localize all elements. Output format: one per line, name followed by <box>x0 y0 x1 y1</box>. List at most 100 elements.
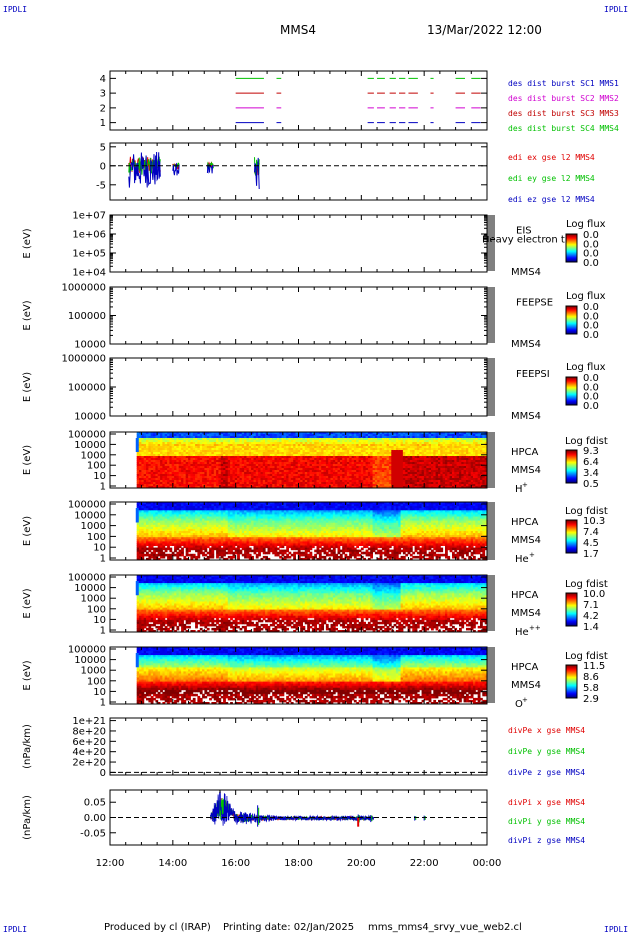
spectrogram-cell <box>199 482 203 485</box>
colorbar-cell <box>566 384 577 386</box>
spectrogram-cell <box>202 454 205 457</box>
spectrogram-cell <box>199 464 203 467</box>
spectrogram-cell <box>146 436 149 439</box>
spectrogram-cell <box>188 474 191 477</box>
spectrogram-cell <box>209 454 212 457</box>
spectrogram-cell <box>146 454 149 457</box>
colorbar-cell <box>566 329 577 331</box>
spectrogram-cell <box>150 458 154 461</box>
spectrogram-cell <box>160 432 163 435</box>
spectrogram-cell <box>153 438 156 441</box>
colorbar-cell <box>566 311 577 314</box>
spectrogram-cell <box>164 434 168 437</box>
spectrogram-cell <box>155 472 159 475</box>
spectrogram-cell <box>211 446 215 449</box>
spectrogram-cell <box>164 486 168 489</box>
spectrogram-cell <box>192 438 196 441</box>
spectrogram-cell <box>146 448 149 451</box>
spectrogram-cell <box>204 446 208 449</box>
spectrogram-cell <box>157 454 161 457</box>
spectrogram-cell <box>174 476 177 479</box>
spectrogram-cell <box>164 446 168 449</box>
spectrogram-cell <box>199 440 203 443</box>
colorbar-cell <box>566 323 577 326</box>
spectrogram-cell <box>195 472 198 475</box>
spectrogram-cell <box>185 472 189 475</box>
spectrogram-cell <box>176 486 180 489</box>
spectrogram-cell <box>192 482 196 485</box>
spectrogram-cell <box>211 458 215 461</box>
spectrogram-cell <box>148 452 152 455</box>
spectrogram-cell <box>164 472 168 475</box>
spectrogram-cell <box>209 450 212 453</box>
spectrogram-cell <box>181 484 184 487</box>
spectrogram-cell <box>160 458 163 461</box>
colorbar-cell <box>566 318 577 320</box>
spectrogram-cell <box>169 456 173 459</box>
spectrogram-cell <box>167 448 170 451</box>
spectrogram-cell <box>148 464 152 467</box>
spectrogram-cell <box>209 470 212 473</box>
spectrogram-cell <box>206 454 210 457</box>
spectrogram-cell <box>171 450 175 453</box>
colorbar-cell <box>566 259 577 261</box>
spectrogram-cell <box>209 440 212 443</box>
spectrogram-cell <box>167 442 170 445</box>
spectrogram-cell <box>202 442 205 445</box>
spectrogram-cell <box>143 444 147 447</box>
colorbar-cell <box>566 307 577 310</box>
spectrogram-cell <box>192 476 196 479</box>
spectrogram-cell <box>178 484 182 487</box>
spectrogram-cell <box>206 458 210 461</box>
colorbar-cell <box>566 332 577 334</box>
spectrogram-cell <box>197 472 201 475</box>
spectrogram-cell <box>157 480 161 483</box>
spectrogram-cell <box>146 482 149 485</box>
spectrogram-cell <box>185 470 189 473</box>
spectrogram-cell <box>141 476 145 479</box>
spectrogram-cell <box>160 446 163 449</box>
spectrogram-cell <box>157 464 161 467</box>
spectrogram-cell <box>157 448 161 451</box>
spectrogram-cell <box>169 460 173 463</box>
spectrogram-cell <box>178 448 182 451</box>
spectrogram-cell <box>171 448 175 451</box>
spectrogram-cell <box>136 458 140 461</box>
spectrogram-cell <box>171 456 175 459</box>
spectrogram-cell <box>148 432 152 435</box>
spectrogram-cell <box>157 450 161 453</box>
spectrogram-cell <box>181 474 184 477</box>
spectrogram-cell <box>139 474 142 477</box>
spectrogram-cell <box>195 450 198 453</box>
spectrogram-cell <box>195 466 198 469</box>
spectrogram-cell <box>199 438 203 441</box>
spectrogram-cell <box>139 464 142 467</box>
spectrogram-cell <box>206 452 210 455</box>
spectrogram-cell <box>136 436 140 439</box>
spectrogram-cell <box>199 444 203 447</box>
spectrogram-cell <box>167 440 170 443</box>
spectrogram-cell <box>148 468 152 471</box>
spectrogram-cell <box>150 448 154 451</box>
spectrogram-cell <box>155 480 159 483</box>
spectrogram-cell <box>190 454 194 457</box>
spectrogram-cell <box>136 482 140 485</box>
spectrogram-cell <box>192 478 196 481</box>
spectrogram-cell <box>162 442 166 445</box>
spectrogram-cell <box>199 434 203 437</box>
spectrogram-cell <box>213 434 217 437</box>
spectrogram-cell <box>146 480 149 483</box>
spectrogram-cell <box>202 460 205 463</box>
spectrogram-cell <box>190 478 194 481</box>
spectrogram-cell <box>157 458 161 461</box>
spectrogram-cell <box>188 442 191 445</box>
spectrogram-cell <box>176 472 180 475</box>
colorbar-cell <box>566 377 577 379</box>
spectrogram-cell <box>197 446 201 449</box>
spectrogram-cell <box>153 452 156 455</box>
spectrogram-cell <box>181 454 184 457</box>
spectrogram-cell <box>202 478 205 481</box>
spectrogram-cell <box>197 436 201 439</box>
spectrogram-cell <box>139 486 142 489</box>
spectrogram-cell <box>181 482 184 485</box>
